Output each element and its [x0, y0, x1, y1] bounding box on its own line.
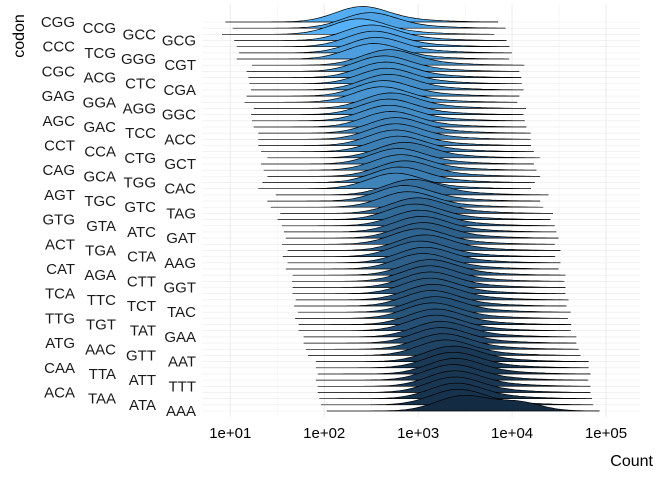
y-tick-label: GAG — [42, 88, 75, 105]
x-tick-label: 1e+02 — [303, 425, 345, 442]
y-tick-label: CAC — [164, 181, 196, 198]
y-tick-label: AGG — [123, 100, 156, 117]
y-tick-label: ATA — [129, 397, 156, 414]
ridges — [222, 6, 600, 412]
y-tick-label: TCA — [45, 286, 75, 303]
y-tick-label: ATC — [127, 224, 156, 241]
y-tick-label: ACC — [164, 131, 196, 148]
y-tick-label: GCA — [83, 168, 116, 185]
y-tick-label: TAT — [130, 323, 156, 340]
x-axis-title: Count — [610, 453, 653, 470]
y-tick-label: AGC — [42, 113, 75, 130]
y-tick-label: GAT — [166, 230, 196, 247]
y-tick-label: AAT — [168, 354, 196, 371]
y-tick-label: ATT — [129, 372, 156, 389]
y-tick-label: TTG — [45, 310, 75, 327]
ridge-AAA — [326, 394, 600, 412]
y-tick-labels: CGG CCG GCC GCG CCC TCG GGG CGT CGC ACG CTC CGA GAG G… — [41, 14, 196, 420]
y-tick-label: TGG — [124, 175, 157, 192]
y-tick-label: CTG — [124, 150, 156, 167]
y-tick-label: GTA — [86, 218, 116, 235]
y-tick-label: TAC — [167, 304, 196, 321]
y-tick-label: CGC — [42, 63, 76, 80]
y-tick-label: TCC — [125, 125, 156, 142]
y-tick-label: GCT — [164, 156, 196, 173]
y-tick-label: CGT — [164, 57, 196, 74]
y-tick-label: TTC — [87, 292, 116, 309]
y-tick-label: TCG — [84, 45, 116, 62]
y-tick-label: GGA — [83, 94, 116, 111]
y-tick-label: AGA — [84, 267, 116, 284]
y-tick-label: CCG — [83, 20, 116, 37]
y-tick-label: GGC — [162, 107, 196, 124]
y-tick-label: CCT — [44, 137, 75, 154]
y-tick-label: GGG — [121, 51, 156, 68]
x-tick-label: 1e+04 — [491, 425, 533, 442]
y-tick-label: TTT — [169, 378, 197, 395]
y-axis-title: codon — [11, 14, 28, 58]
y-tick-label: AAA — [166, 403, 196, 420]
x-tick-label: 1e+05 — [585, 425, 627, 442]
y-tick-label: GTC — [124, 199, 156, 216]
y-tick-label: TAG — [166, 205, 196, 222]
ridge-CAC — [258, 172, 532, 190]
x-tick-labels: 1e+01 1e+02 1e+03 1e+04 1e+05 — [209, 425, 627, 442]
y-tick-label: ACA — [44, 384, 75, 401]
y-tick-label: TGC — [84, 193, 116, 210]
y-tick-label: GCC — [123, 26, 157, 43]
y-tick-label: TTA — [89, 366, 116, 383]
y-tick-label: CCA — [84, 144, 116, 161]
y-tick-label: GGT — [164, 280, 197, 297]
y-tick-label: GCG — [162, 33, 196, 50]
y-tick-label: CTC — [125, 76, 156, 93]
y-tick-label: AAG — [164, 255, 196, 272]
y-tick-label: TCT — [127, 298, 156, 315]
y-tick-label: TAA — [88, 391, 116, 408]
y-tick-label: CCC — [43, 39, 76, 56]
y-tick-label: GAA — [164, 329, 196, 346]
y-tick-label: GAC — [83, 119, 116, 136]
y-tick-label: CAG — [42, 162, 75, 179]
y-tick-label: CGA — [163, 82, 196, 99]
y-tick-label: TGT — [86, 317, 116, 334]
y-tick-label: CGG — [41, 14, 75, 31]
x-tick-label: 1e+03 — [397, 425, 439, 442]
y-tick-label: TGA — [85, 242, 116, 259]
y-tick-label: CAA — [44, 360, 75, 377]
y-tick-label: GTG — [43, 212, 76, 229]
y-tick-label: CAT — [46, 261, 75, 278]
y-tick-label: CTT — [127, 273, 156, 290]
y-tick-label: GTT — [126, 347, 156, 364]
y-tick-label: ACT — [45, 236, 75, 253]
y-tick-label: AAC — [85, 341, 116, 358]
x-tick-label: 1e+01 — [209, 425, 251, 442]
y-tick-label: AGT — [44, 187, 75, 204]
y-tick-label: ACG — [83, 70, 116, 87]
y-tick-label: CTA — [127, 249, 156, 266]
y-tick-label: ATG — [45, 335, 75, 352]
ridge-GGG — [236, 43, 510, 60]
